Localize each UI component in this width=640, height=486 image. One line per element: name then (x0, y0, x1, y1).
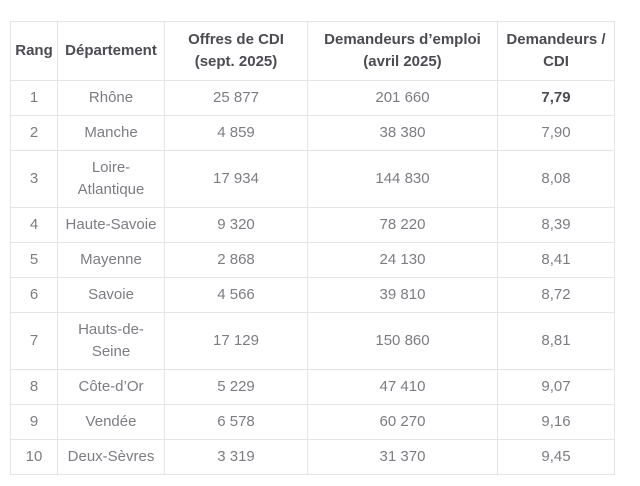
table-body: 1 Rhône 25 877 201 660 7,79 2 Manche 4 8… (10, 80, 615, 475)
ranking-table: Rang Département Offres de CDI (sept. 202… (10, 21, 615, 475)
cell-rang: 6 (10, 277, 58, 313)
cell-offres: 6 578 (164, 404, 308, 440)
cell-departement: Loire-Atlantique (57, 150, 165, 208)
cell-demandeurs: 60 270 (307, 404, 498, 440)
table-row: 3 Loire-Atlantique 17 934 144 830 8,08 (10, 150, 615, 208)
column-header-rang: Rang (10, 21, 58, 81)
cell-rang: 2 (10, 115, 58, 151)
table-row: 8 Côte-d’Or 5 229 47 410 9,07 (10, 369, 615, 405)
header-line: (avril 2025) (363, 53, 442, 70)
table-row: 7 Hauts-de-Seine 17 129 150 860 8,81 (10, 312, 615, 370)
cell-offres: 4 566 (164, 277, 308, 313)
header-line: Offres de CDI (188, 31, 284, 48)
table-row: 6 Savoie 4 566 39 810 8,72 (10, 277, 615, 313)
cell-rang: 4 (10, 207, 58, 243)
table-row: 2 Manche 4 859 38 380 7,90 (10, 115, 615, 151)
cell-departement: Mayenne (57, 242, 165, 278)
cell-offres: 3 319 (164, 439, 308, 475)
cell-rang: 10 (10, 439, 58, 475)
cell-offres: 2 868 (164, 242, 308, 278)
cell-departement: Haute-Savoie (57, 207, 165, 243)
column-header-departement: Département (57, 21, 165, 81)
cell-rang: 1 (10, 80, 58, 116)
column-header-offres-cdi: Offres de CDI (sept. 2025) (164, 21, 308, 81)
cell-demandeurs: 31 370 (307, 439, 498, 475)
header-line: CDI (543, 53, 569, 70)
cell-departement: Côte-d’Or (57, 369, 165, 405)
cell-offres: 25 877 (164, 80, 308, 116)
table-row: 10 Deux-Sèvres 3 319 31 370 9,45 (10, 439, 615, 475)
cell-ratio: 8,81 (497, 312, 615, 370)
cell-demandeurs: 144 830 (307, 150, 498, 208)
cell-rang: 5 (10, 242, 58, 278)
cell-rang: 8 (10, 369, 58, 405)
cell-ratio: 9,45 (497, 439, 615, 475)
cell-demandeurs: 38 380 (307, 115, 498, 151)
cell-departement: Hauts-de-Seine (57, 312, 165, 370)
cell-ratio: 7,90 (497, 115, 615, 151)
cell-demandeurs: 47 410 (307, 369, 498, 405)
header-line: Demandeurs / (506, 31, 606, 48)
cell-demandeurs: 150 860 (307, 312, 498, 370)
cell-offres: 17 934 (164, 150, 308, 208)
cell-demandeurs: 24 130 (307, 242, 498, 278)
header-row: Rang Département Offres de CDI (sept. 202… (10, 21, 615, 81)
table-header: Rang Département Offres de CDI (sept. 202… (10, 21, 615, 81)
header-line: Département (65, 42, 157, 59)
table-row: 5 Mayenne 2 868 24 130 8,41 (10, 242, 615, 278)
cell-departement: Vendée (57, 404, 165, 440)
cell-rang: 7 (10, 312, 58, 370)
cell-departement: Savoie (57, 277, 165, 313)
cell-ratio: 8,41 (497, 242, 615, 278)
header-line: Rang (15, 42, 53, 59)
column-header-ratio: Demandeurs / CDI (497, 21, 615, 81)
cell-demandeurs: 201 660 (307, 80, 498, 116)
cell-offres: 9 320 (164, 207, 308, 243)
cell-rang: 9 (10, 404, 58, 440)
table-container: Rang Département Offres de CDI (sept. 202… (10, 21, 615, 475)
table-row: 4 Haute-Savoie 9 320 78 220 8,39 (10, 207, 615, 243)
cell-ratio: 9,07 (497, 369, 615, 405)
cell-departement: Manche (57, 115, 165, 151)
cell-ratio: 7,79 (497, 80, 615, 116)
cell-rang: 3 (10, 150, 58, 208)
cell-demandeurs: 39 810 (307, 277, 498, 313)
cell-offres: 4 859 (164, 115, 308, 151)
cell-ratio: 8,08 (497, 150, 615, 208)
cell-offres: 17 129 (164, 312, 308, 370)
cell-ratio: 8,72 (497, 277, 615, 313)
cell-ratio: 8,39 (497, 207, 615, 243)
table-row: 9 Vendée 6 578 60 270 9,16 (10, 404, 615, 440)
cell-ratio: 9,16 (497, 404, 615, 440)
cell-demandeurs: 78 220 (307, 207, 498, 243)
cell-offres: 5 229 (164, 369, 308, 405)
header-line: Demandeurs d’emploi (324, 31, 481, 48)
column-header-demandeurs-emploi: Demandeurs d’emploi (avril 2025) (307, 21, 498, 81)
cell-departement: Deux-Sèvres (57, 439, 165, 475)
header-line: (sept. 2025) (194, 53, 278, 70)
cell-departement: Rhône (57, 80, 165, 116)
table-row: 1 Rhône 25 877 201 660 7,79 (10, 80, 615, 116)
